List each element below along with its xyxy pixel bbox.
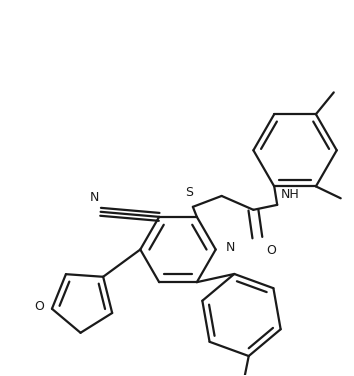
Text: O: O <box>34 300 44 313</box>
Text: S: S <box>185 186 193 199</box>
Text: N: N <box>225 241 235 254</box>
Text: NH: NH <box>281 188 300 201</box>
Text: N: N <box>90 191 99 204</box>
Text: O: O <box>266 244 276 256</box>
